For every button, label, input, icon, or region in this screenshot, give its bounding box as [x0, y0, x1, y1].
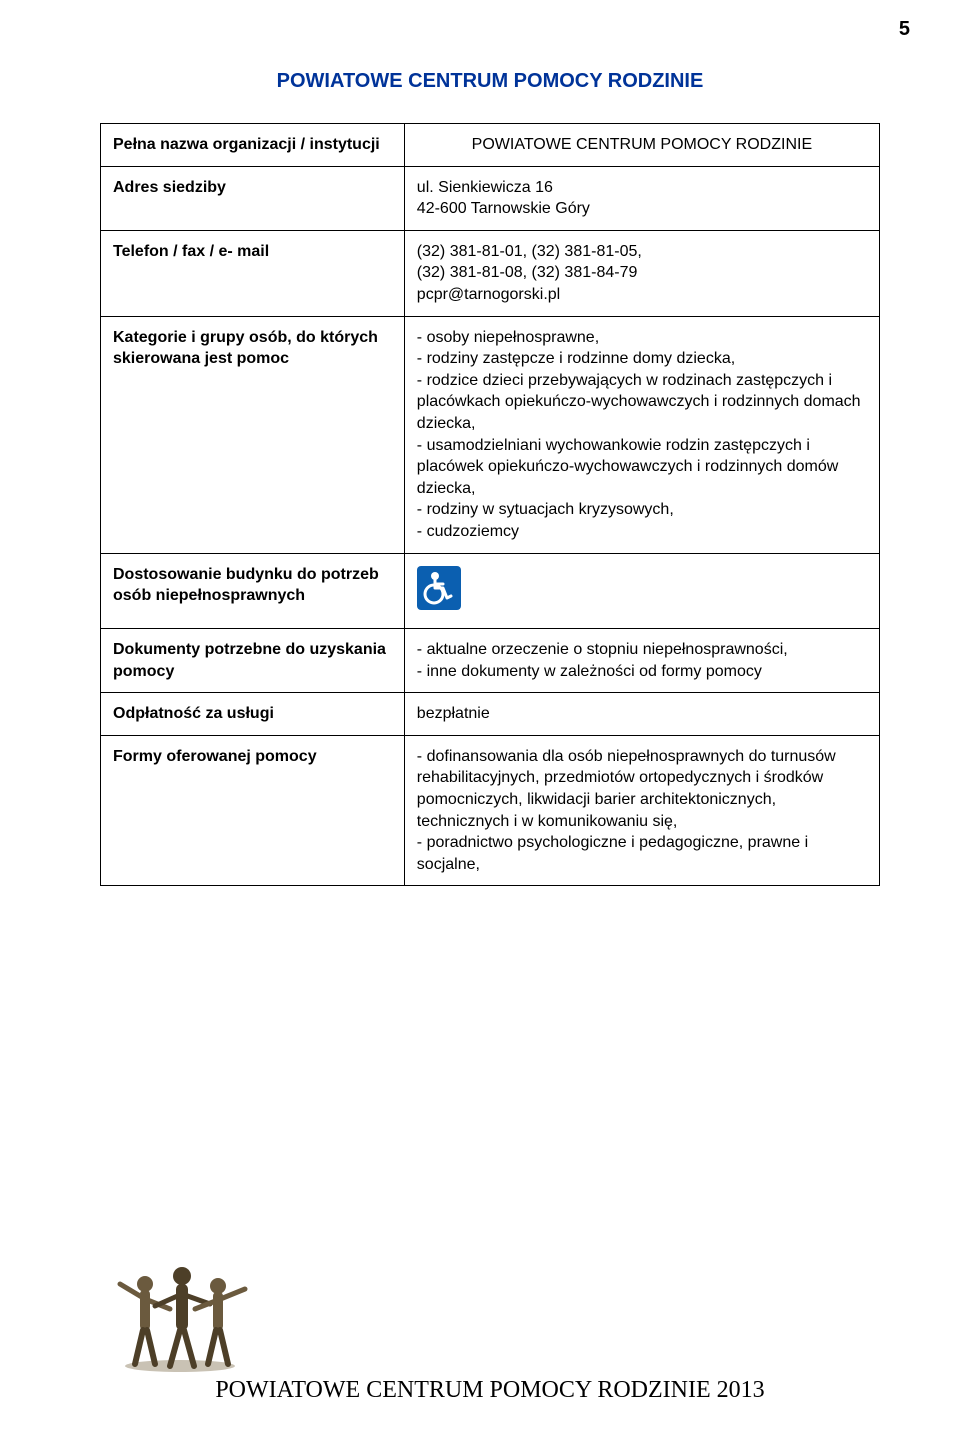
info-table: Pełna nazwa organizacji / instytucji POWI… — [100, 123, 880, 886]
row-value-text: - dofinansowania dla osób niepełnosprawn… — [417, 748, 836, 873]
page-container: 5 POWIATOWE CENTRUM POMOCY RODZINIE Pełn… — [0, 0, 960, 1444]
row-value: - dofinansowania dla osób niepełnosprawn… — [404, 735, 879, 886]
table-row: Odpłatność za usługi bezpłatnie — [101, 693, 880, 736]
table-row: Pełna nazwa organizacji / instytucji POWI… — [101, 124, 880, 167]
row-label: Adres siedziby — [101, 166, 405, 230]
row-label: Telefon / fax / e- mail — [101, 230, 405, 316]
footer-text: POWIATOWE CENTRUM POMOCY RODZINIE 2013 — [100, 1377, 880, 1404]
row-label: Kategorie i grupy osób, do których skier… — [101, 316, 405, 553]
row-value: (32) 381-81-01, (32) 381-81-05, (32) 381… — [404, 230, 879, 316]
row-value-text: ul. Sienkiewicza 16 42-600 Tarnowskie Gó… — [417, 179, 590, 218]
row-value-text: bezpłatnie — [417, 705, 490, 722]
table-row: Telefon / fax / e- mail(32) 381-81-01, (… — [101, 230, 880, 316]
row-value: ul. Sienkiewicza 16 42-600 Tarnowskie Gó… — [404, 166, 879, 230]
row-label: Dokumenty potrzebne do uzyskania pomocy — [101, 629, 405, 693]
row-value-text: - aktualne orzeczenie o stopniu niepełno… — [417, 641, 788, 680]
table-row: Dokumenty potrzebne do uzyskania pomocy-… — [101, 629, 880, 693]
footer-area: POWIATOWE CENTRUM POMOCY RODZINIE 2013 — [100, 1254, 880, 1404]
info-table-body: Pełna nazwa organizacji / instytucji POWI… — [101, 124, 880, 886]
footer-figure-icon — [100, 1254, 260, 1374]
row-label: Odpłatność za usługi — [101, 693, 405, 736]
wheelchair-icon — [417, 566, 461, 610]
row-label: Pełna nazwa organizacji / instytucji — [101, 124, 405, 167]
row-value: POWIATOWE CENTRUM POMOCY RODZINIE — [404, 124, 879, 167]
table-row: Kategorie i grupy osób, do których skier… — [101, 316, 880, 553]
row-value-text: - osoby niepełnosprawne, - rodziny zastę… — [417, 329, 861, 540]
table-row: Dostosowanie budynku do potrzeb osób nie… — [101, 553, 880, 629]
row-label: Formy oferowanej pomocy — [101, 735, 405, 886]
row-value: bezpłatnie — [404, 693, 879, 736]
table-row: Adres siedziby ul. Sienkiewicza 16 42-600… — [101, 166, 880, 230]
table-row: Formy oferowanej pomocy- dofinansowania … — [101, 735, 880, 886]
row-value-text: (32) 381-81-01, (32) 381-81-05, (32) 381… — [417, 243, 642, 303]
row-value: - osoby niepełnosprawne, - rodziny zastę… — [404, 316, 879, 553]
row-label: Dostosowanie budynku do potrzeb osób nie… — [101, 553, 405, 629]
row-value: - aktualne orzeczenie o stopniu niepełno… — [404, 629, 879, 693]
row-value-text: POWIATOWE CENTRUM POMOCY RODZINIE — [472, 136, 812, 153]
page-number: 5 — [899, 18, 910, 41]
document-title: POWIATOWE CENTRUM POMOCY RODZINIE — [100, 70, 880, 93]
row-value — [404, 553, 879, 629]
